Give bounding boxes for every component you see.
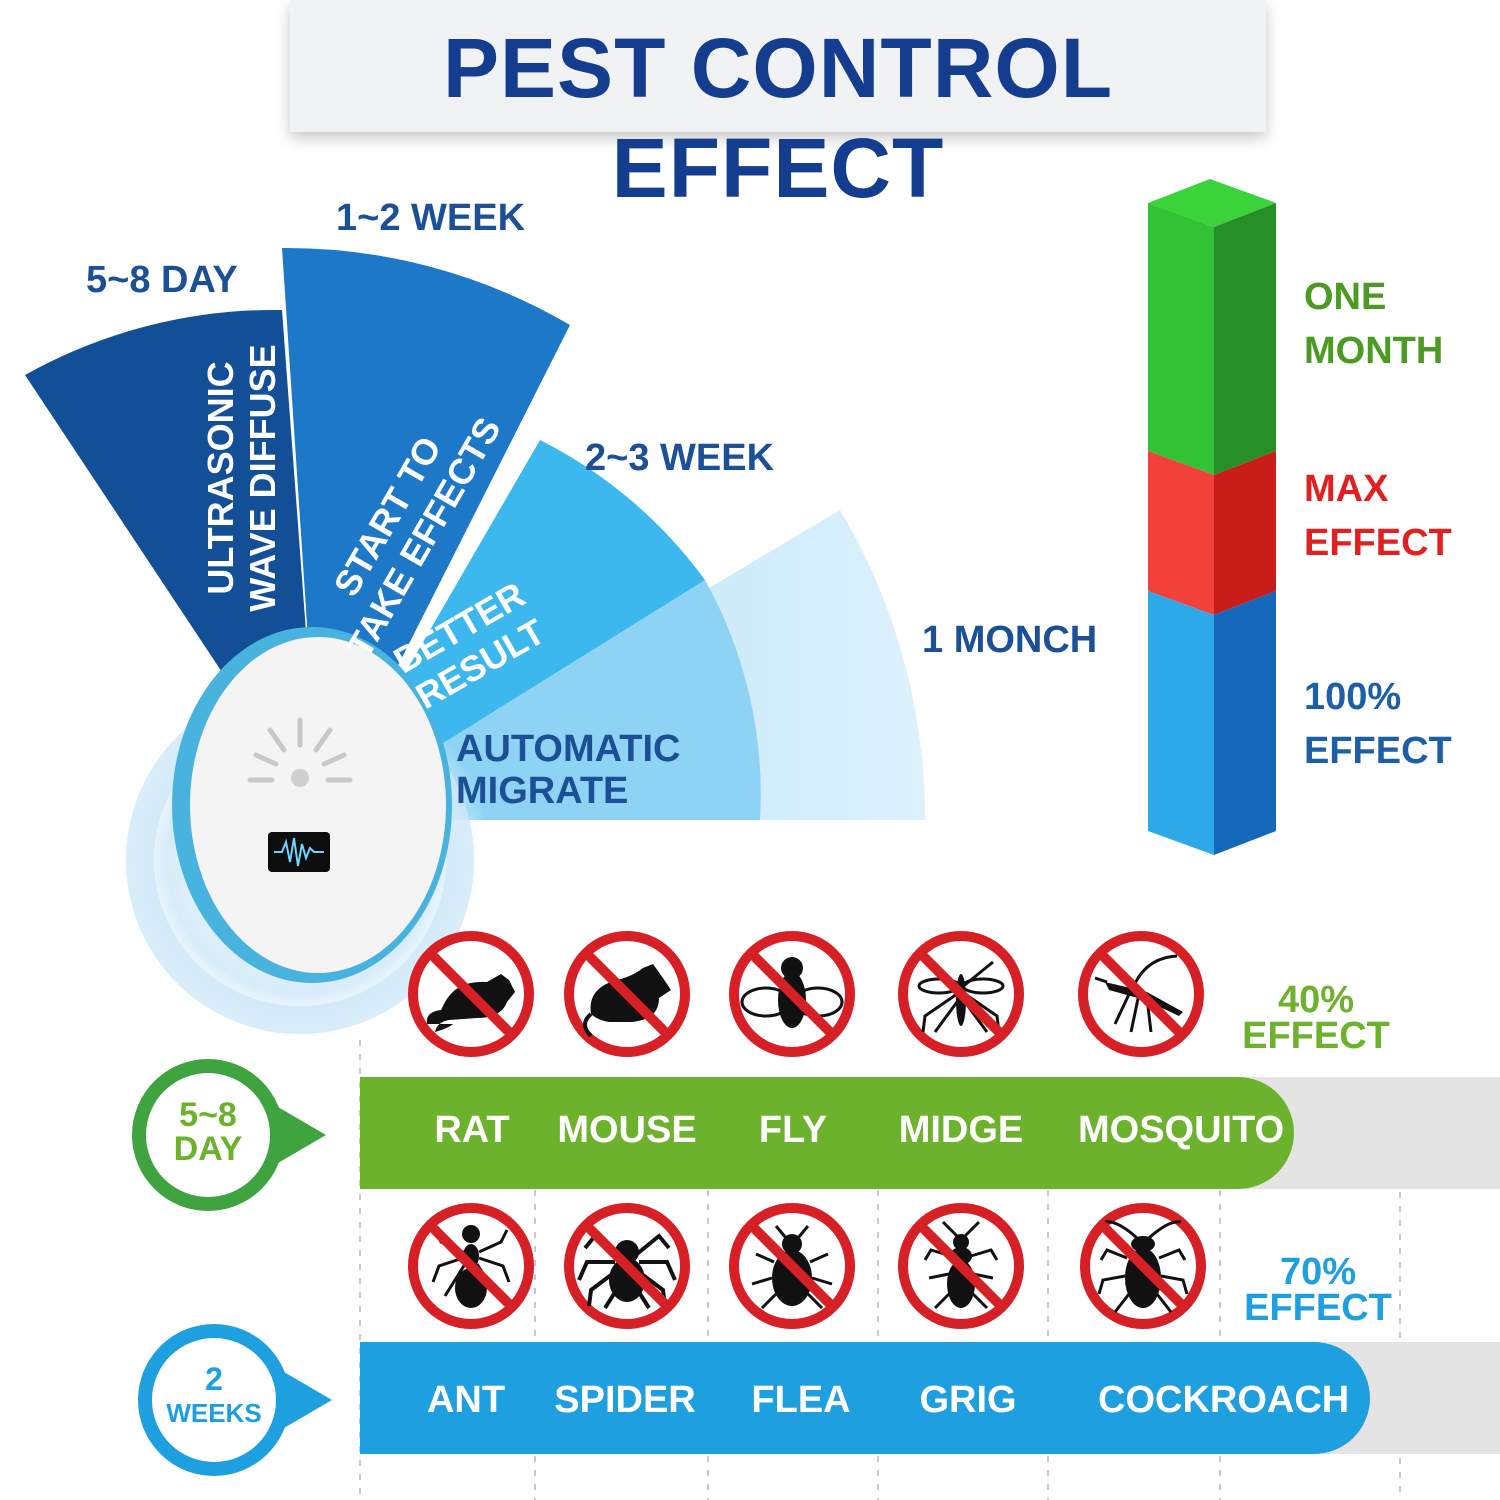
- stage-label-1-month: 1 MONCH: [922, 619, 1098, 661]
- pest-label-rat: RAT: [434, 1109, 510, 1151]
- mosquito-icon: [1078, 931, 1204, 1057]
- flea-icon: [729, 1203, 855, 1329]
- sector-text-automatic: AUTOMATIC MIGRATE: [456, 728, 680, 812]
- legend-one-month: ONE MONTH: [1304, 270, 1443, 378]
- pest-label-ant: ANT: [426, 1379, 506, 1421]
- ultrasonic-device-icon: [172, 627, 452, 983]
- pest-label-grig: GRIG: [919, 1379, 1017, 1421]
- mouse-icon: [564, 931, 690, 1057]
- stage-label-2-3-week: 2~3 WEEK: [585, 437, 775, 479]
- effect-line: EFFECT: [1242, 1015, 1390, 1057]
- stage-label-5-8-day: 5~8 DAY: [86, 259, 238, 301]
- effect-line: EFFECT: [1244, 1287, 1392, 1329]
- row-effect-40: 40% EFFECT: [1236, 979, 1396, 1057]
- badge-line: 5~8: [179, 1096, 237, 1134]
- cockroach-icon: [1080, 1203, 1206, 1329]
- legend-line: MONTH: [1304, 330, 1444, 372]
- ant-icon: [408, 1203, 534, 1329]
- legend-line: ONE: [1304, 276, 1387, 318]
- sector-text-line: ULTRASONIC: [200, 361, 241, 595]
- badge-line: 2: [205, 1361, 223, 1397]
- badge-text-2-weeks: 2 WEEKS: [164, 1362, 264, 1430]
- badge-2-weeks: [138, 1324, 332, 1476]
- sector-text-ultrasonic: ULTRASONIC WAVE DIFFUSE: [200, 278, 284, 678]
- pest-label-midge: MIDGE: [898, 1109, 1024, 1151]
- cricket-icon: [898, 1203, 1024, 1329]
- pest-label-mosquito: MOSQUITO: [1078, 1109, 1285, 1151]
- spider-icon: [564, 1203, 690, 1329]
- row-bar-2-weeks: [360, 1342, 1370, 1454]
- sector-text-line: WAVE DIFFUSE: [242, 344, 283, 612]
- badge-5-8-day: [132, 1059, 326, 1211]
- legend-line: EFFECT: [1304, 730, 1452, 772]
- effect-bar-3d: [1148, 179, 1276, 855]
- title-banner: [290, 0, 1266, 132]
- legend-100-effect: 100% EFFECT: [1304, 670, 1452, 778]
- sector-text-line: MIGRATE: [456, 770, 629, 812]
- effect-line: 70%: [1279, 1251, 1357, 1293]
- legend-line: MAX: [1304, 468, 1389, 510]
- pest-label-spider: SPIDER: [554, 1379, 696, 1421]
- effect-line: 40%: [1277, 979, 1355, 1021]
- bar-segment-one-month: [1148, 203, 1214, 475]
- badge-line: DAY: [173, 1130, 243, 1168]
- badge-text-5-8-day: 5~8 DAY: [158, 1098, 258, 1166]
- fly-icon: [729, 931, 855, 1057]
- badge-line: WEEKS: [166, 1398, 262, 1428]
- stage-label-1-2-week: 1~2 WEEK: [336, 197, 526, 239]
- row-bar-5-8-day: [360, 1077, 1294, 1189]
- bar-segment-max-effect: [1148, 451, 1214, 615]
- legend-line: EFFECT: [1304, 522, 1452, 564]
- sector-text-line: AUTOMATIC: [456, 728, 681, 770]
- row-effect-70: 70% EFFECT: [1238, 1251, 1398, 1329]
- pest-label-fly: FLY: [758, 1109, 828, 1151]
- rat-icon: [408, 931, 534, 1057]
- bar-segment-100-effect: [1148, 591, 1214, 855]
- page-title: PEST CONTROL EFFECT: [442, 21, 1113, 215]
- pest-label-flea: FLEA: [751, 1379, 851, 1421]
- legend-max-effect: MAX EFFECT: [1304, 462, 1452, 570]
- pest-label-mouse: MOUSE: [557, 1109, 697, 1151]
- pest-label-cockroach: COCKROACH: [1098, 1379, 1350, 1421]
- legend-line: 100%: [1304, 676, 1402, 718]
- midge-icon: [898, 931, 1024, 1057]
